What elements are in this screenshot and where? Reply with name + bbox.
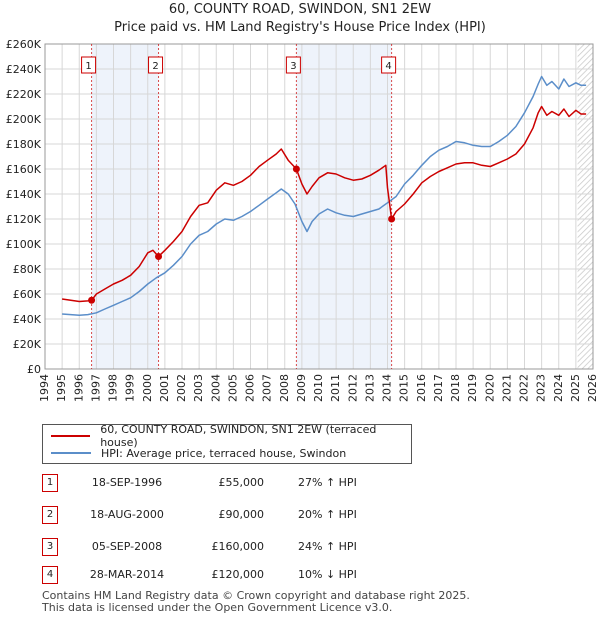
x-tick-label: 2025	[569, 374, 582, 402]
x-tick-label: 2005	[226, 374, 239, 402]
y-tick-label: £80K	[13, 263, 42, 276]
x-tick-label: 2022	[518, 374, 531, 402]
y-tick-label: £160K	[6, 163, 42, 176]
sale-point	[88, 296, 96, 304]
x-tick-label: 1994	[38, 374, 51, 402]
legend-label-property: 60, COUNTY ROAD, SWINDON, SN1 2EW (terra…	[100, 423, 377, 449]
forecast-region	[577, 44, 593, 369]
chart-title: 60, COUNTY ROAD, SWINDON, SN1 2EW	[168, 2, 432, 17]
x-tick-label: 1995	[55, 374, 68, 402]
transaction-hpi: 27% ↑ HPI	[298, 476, 357, 489]
x-tick-label: 2009	[295, 374, 308, 402]
footer-attribution: Contains HM Land Registry data © Crown c…	[42, 590, 470, 614]
y-tick-label: £140K	[6, 188, 42, 201]
sale-marker-box	[285, 56, 301, 74]
x-tick-label: 1998	[107, 374, 120, 402]
x-tick-label: 2026	[586, 374, 599, 402]
transaction-price: £120,000	[211, 568, 265, 581]
legend: 60, COUNTY ROAD, SWINDON, SN1 2EW (terra…	[42, 423, 412, 464]
sale-marker-box	[381, 56, 397, 74]
legend-swatch-hpi	[51, 452, 91, 454]
x-tick-label: 2020	[483, 374, 496, 402]
sale-point	[292, 165, 300, 173]
x-tick-label: 2000	[141, 374, 154, 402]
x-tick-label: 2003	[192, 374, 205, 402]
x-tick-label: 2008	[278, 374, 291, 402]
sale-marker-box	[81, 56, 97, 74]
x-tick-label: 1997	[89, 374, 102, 402]
y-tick-label: £40K	[13, 313, 42, 326]
transaction-hpi: 10% ↓ HPI	[298, 568, 357, 581]
x-tick-label: 2016	[415, 374, 428, 402]
legend-swatch-property	[51, 435, 91, 437]
series-line-property	[61, 105, 587, 303]
x-tick-label: 2011	[329, 374, 342, 402]
y-tick-label: £100K	[6, 238, 42, 251]
y-tick-label: £60K	[13, 288, 42, 301]
x-tick-label: 1999	[124, 374, 137, 402]
x-tick-label: 2019	[466, 374, 479, 402]
transaction-date: 05-SEP-2008	[91, 540, 163, 553]
transaction-date: 18-AUG-2000	[90, 508, 164, 521]
x-tick-label: 2014	[381, 374, 394, 402]
sale-marker-label: 1	[85, 61, 91, 72]
transaction-number: 3	[42, 538, 58, 556]
y-tick-label: £220K	[6, 88, 42, 101]
x-tick-label: 2021	[500, 374, 513, 402]
sale-marker-box	[148, 56, 164, 74]
transaction-price: £160,000	[211, 540, 265, 553]
transaction-number: 1	[42, 474, 58, 492]
x-tick-label: 2017	[432, 374, 445, 402]
x-tick-label: 2004	[209, 374, 222, 402]
transaction-date: 18-SEP-1996	[91, 476, 163, 489]
transaction-hpi: 24% ↑ HPI	[298, 540, 357, 553]
x-tick-label: 2012	[346, 374, 359, 402]
y-tick-label: £20K	[13, 338, 42, 351]
x-tick-label: 2024	[552, 374, 565, 402]
x-tick-label: 2007	[261, 374, 274, 402]
transaction-date: 28-MAR-2014	[89, 568, 165, 581]
sale-point	[388, 215, 396, 223]
y-tick-label: £260K	[6, 38, 42, 51]
chart-subtitle: Price paid vs. HM Land Registry's House …	[114, 20, 486, 35]
y-tick-label: £200K	[6, 113, 42, 126]
transaction-price: £55,000	[218, 476, 265, 489]
y-tick-label: £0	[27, 363, 41, 376]
legend-item-hpi: HPI: Average price, terraced house, Swin…	[51, 445, 346, 461]
sale-marker-label: 2	[152, 61, 158, 72]
price-chart: £0 £20K £40K £60K £80K £100K £120K £140K £160K £1…	[6, 38, 599, 402]
x-tick-label: 2002	[175, 374, 188, 402]
plot-frame	[44, 43, 594, 370]
period-band	[91, 44, 159, 369]
x-tick-label: 2010	[312, 374, 325, 402]
sale-point	[155, 253, 163, 260]
period-band	[296, 44, 392, 369]
x-tick-label: 2023	[535, 374, 548, 402]
footer-copyright: Contains HM Land Registry data © Crown c…	[42, 589, 470, 602]
sale-marker-label: 4	[385, 61, 391, 72]
x-tick-label: 2001	[158, 374, 171, 402]
x-tick-label: 1996	[72, 374, 85, 402]
transaction-number: 4	[42, 566, 58, 584]
transaction-number: 2	[42, 506, 58, 524]
legend-item-property: 60, COUNTY ROAD, SWINDON, SN1 2EW (terra…	[51, 423, 411, 449]
transaction-hpi: 20% ↑ HPI	[298, 508, 357, 521]
x-tick-label: 2018	[449, 374, 462, 402]
y-tick-label: £180K	[6, 138, 42, 151]
x-tick-label: 2015	[398, 374, 411, 402]
x-tick-label: 2013	[363, 374, 376, 402]
legend-label-hpi: HPI: Average price, terraced house, Swin…	[101, 446, 347, 460]
transaction-price: £90,000	[218, 508, 265, 521]
sale-marker-label: 3	[290, 61, 296, 72]
y-tick-label: £240K	[6, 63, 42, 76]
x-tick-label: 2006	[244, 374, 257, 402]
footer-licence: This data is licensed under the Open Gov…	[42, 601, 393, 614]
y-tick-label: £120K	[6, 213, 42, 226]
series-line-hpi	[62, 75, 587, 317]
